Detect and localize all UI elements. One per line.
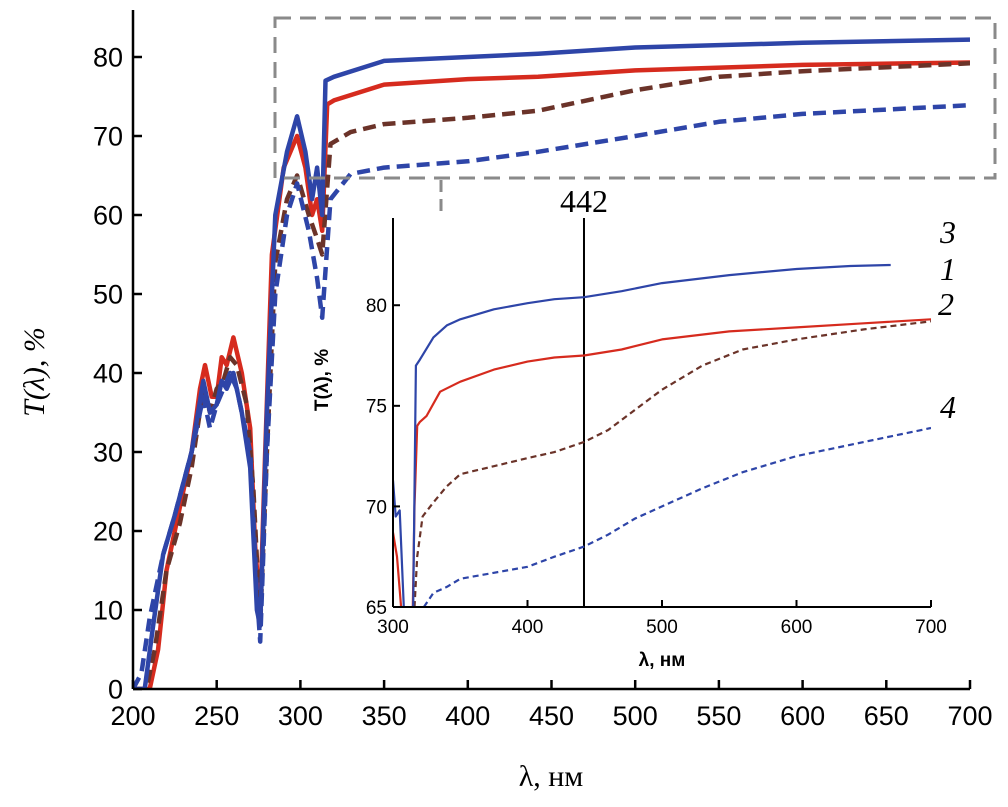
x-tick-label: 250 [194, 701, 239, 731]
x-tick-label: 400 [445, 701, 490, 731]
x-tick-label: 600 [781, 617, 813, 638]
series-4-line [133, 102, 970, 689]
series-2-line [413, 320, 931, 607]
x-tick-label: 200 [110, 701, 155, 731]
x-tick-label: 700 [915, 617, 947, 638]
series-2-label: 2 [938, 286, 954, 322]
x-tick-label: 300 [377, 617, 409, 638]
x-tick-label: 500 [613, 701, 658, 731]
y-tick-label: 80 [366, 296, 387, 317]
x-axis-label: λ, нм [519, 760, 584, 793]
inset-x-axis-label: λ, нм [639, 650, 686, 671]
y-axis-label: T(λ), % [18, 327, 51, 417]
y-tick-label: 30 [93, 438, 123, 468]
x-tick-label: 300 [278, 701, 323, 731]
x-tick-label: 450 [529, 701, 574, 731]
main-plot: 200 250 300 350 400 450 500 550 600 650 7000102030… [93, 10, 993, 731]
y-tick-label: 70 [93, 122, 123, 152]
inset-background [392, 216, 932, 608]
series-3-line [393, 263, 891, 607]
y-tick-label: 50 [93, 280, 123, 310]
zoom-region-box [273, 16, 997, 180]
x-tick-label: 700 [947, 701, 992, 731]
y-tick-label: 70 [366, 497, 387, 518]
y-tick-label: 60 [93, 201, 123, 231]
y-tick-label: 65 [366, 598, 387, 619]
y-tick-label: 10 [93, 596, 123, 626]
annotation-label: 442 [560, 183, 608, 219]
x-tick-label: 650 [864, 701, 909, 731]
inset-plot: 442 300 400 500 600 700 65 70 75 80 12 3 4 [366, 183, 956, 638]
series-4-label: 4 [940, 389, 956, 425]
inset-y-axis-label: T(λ), % [312, 349, 333, 411]
x-tick-label: 600 [780, 701, 825, 731]
y-tick-label: 75 [366, 397, 387, 418]
x-tick-label: 400 [512, 617, 544, 638]
y-tick-label: 0 [108, 675, 123, 705]
x-tick-label: 500 [646, 617, 678, 638]
x-tick-label: 550 [696, 701, 741, 731]
y-tick-label: 40 [93, 359, 123, 389]
y-tick-label: 80 [93, 43, 123, 73]
y-tick-label: 20 [93, 517, 123, 547]
x-tick-label: 350 [362, 701, 407, 731]
series-3-label: 3 [939, 214, 956, 250]
series-1-line [393, 318, 931, 607]
series-1-label: 1 [940, 251, 956, 287]
